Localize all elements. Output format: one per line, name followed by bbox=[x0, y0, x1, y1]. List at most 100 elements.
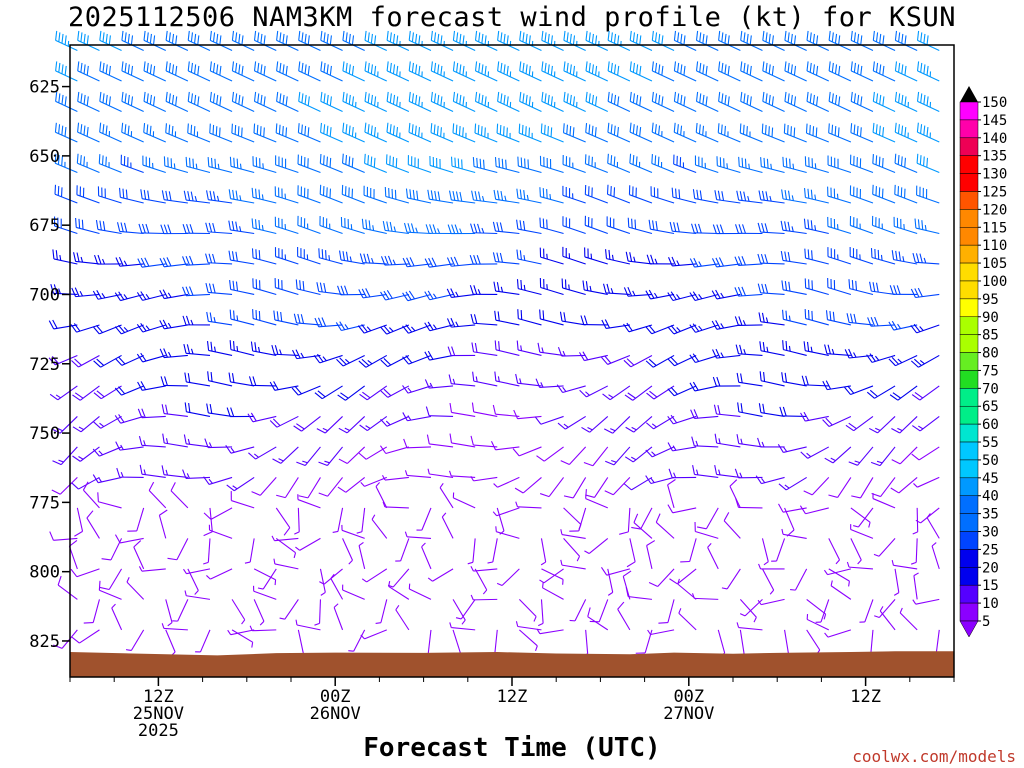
wind-barb bbox=[93, 415, 122, 429]
wind-barb bbox=[888, 320, 918, 331]
wind-barb bbox=[275, 123, 299, 143]
wind-barb bbox=[762, 91, 785, 113]
wind-barb bbox=[891, 416, 918, 434]
wind-barb bbox=[780, 220, 807, 235]
wind-barb bbox=[275, 507, 291, 536]
wind-barb bbox=[734, 286, 763, 297]
wind-barb bbox=[585, 123, 608, 143]
wind-barb bbox=[850, 524, 874, 539]
wind-barb bbox=[651, 154, 675, 174]
colorbar-label: 135 bbox=[982, 149, 1007, 165]
wind-barb bbox=[318, 446, 343, 467]
wind-barb bbox=[578, 351, 608, 362]
wind-barb bbox=[127, 507, 145, 532]
wind-barb bbox=[120, 154, 144, 174]
wind-barb bbox=[183, 434, 211, 448]
wind-barb bbox=[358, 354, 388, 368]
wind-barb bbox=[474, 61, 498, 82]
wind-barb bbox=[910, 287, 940, 299]
wind-barb bbox=[73, 252, 100, 265]
y-tick-label: 825 bbox=[29, 632, 60, 652]
wind-barb bbox=[492, 252, 520, 265]
wind-barb bbox=[561, 278, 586, 296]
wind-barb bbox=[252, 156, 277, 174]
wind-barb bbox=[386, 61, 410, 82]
wind-barb bbox=[97, 186, 122, 204]
wind-barb bbox=[891, 559, 918, 570]
wind-barb bbox=[648, 568, 675, 587]
wind-barb bbox=[77, 61, 100, 82]
wind-barb bbox=[99, 61, 122, 82]
wind-barb bbox=[275, 537, 297, 559]
colorbar-segment bbox=[959, 531, 979, 550]
wind-barb bbox=[729, 479, 741, 509]
wind-barb bbox=[648, 219, 675, 235]
wind-barb bbox=[782, 309, 807, 326]
wind-barb bbox=[161, 623, 188, 631]
wind-barb bbox=[848, 446, 874, 466]
wind-barb bbox=[296, 446, 321, 466]
wind-barbs-layer bbox=[48, 30, 940, 659]
colorbar-segment bbox=[959, 334, 979, 353]
wind-barb bbox=[207, 157, 233, 174]
wind-barb bbox=[823, 568, 851, 576]
wind-barb bbox=[585, 489, 608, 509]
wind-barb bbox=[452, 599, 466, 625]
wind-barb bbox=[916, 61, 940, 82]
wind-barb bbox=[513, 409, 542, 420]
wind-barb bbox=[562, 185, 586, 204]
colorbar-segment bbox=[959, 370, 979, 389]
wind-barb bbox=[469, 285, 498, 296]
colorbar-label: 80 bbox=[982, 346, 999, 362]
wind-barb bbox=[248, 376, 277, 387]
wind-barb bbox=[229, 280, 255, 296]
wind-barb bbox=[891, 446, 918, 465]
wind-barb bbox=[846, 313, 874, 326]
wind-barb bbox=[758, 563, 785, 570]
wind-barb bbox=[712, 348, 741, 359]
wind-barb bbox=[341, 184, 365, 204]
colorbar-label: 130 bbox=[982, 167, 1007, 183]
wind-barb bbox=[629, 153, 653, 174]
wind-barb bbox=[757, 283, 785, 296]
wind-barb bbox=[159, 348, 188, 359]
wind-barb bbox=[695, 91, 719, 113]
y-tick-label: 625 bbox=[29, 78, 60, 98]
wind-barb bbox=[229, 309, 255, 326]
wind-barb bbox=[871, 477, 896, 498]
wind-barb bbox=[83, 599, 100, 624]
wind-barb bbox=[916, 91, 940, 113]
wind-barb bbox=[828, 61, 852, 82]
wind-barb bbox=[712, 224, 741, 235]
wind-barb bbox=[421, 542, 432, 570]
wind-barb bbox=[320, 30, 343, 52]
wind-barb bbox=[673, 91, 697, 113]
wind-barb bbox=[114, 385, 144, 396]
wind-barb bbox=[338, 416, 366, 434]
wind-barb bbox=[297, 154, 321, 174]
wind-barb bbox=[629, 91, 653, 113]
wind-barb bbox=[275, 155, 299, 174]
wind-barb bbox=[184, 402, 211, 417]
wind-barb bbox=[319, 568, 343, 585]
wind-barb bbox=[518, 123, 542, 143]
wind-barb bbox=[629, 30, 653, 52]
wind-barb bbox=[539, 477, 565, 498]
wind-barb bbox=[422, 629, 432, 656]
wind-barb bbox=[364, 91, 387, 113]
wind-barb bbox=[824, 344, 851, 357]
wind-barb bbox=[825, 310, 851, 326]
wind-barb bbox=[605, 446, 631, 466]
colorbar-label: 35 bbox=[982, 507, 999, 523]
wind-barb bbox=[916, 30, 940, 52]
colorbar-segment bbox=[959, 495, 979, 514]
wind-barb bbox=[867, 316, 896, 327]
colorbar-segment bbox=[959, 459, 979, 479]
wind-barb bbox=[627, 217, 653, 235]
wind-barb bbox=[114, 414, 144, 424]
wind-barb bbox=[827, 277, 852, 295]
wind-barb bbox=[734, 468, 763, 479]
wind-barb bbox=[364, 61, 387, 82]
wind-barb bbox=[209, 91, 233, 113]
wind-barb bbox=[518, 599, 537, 622]
